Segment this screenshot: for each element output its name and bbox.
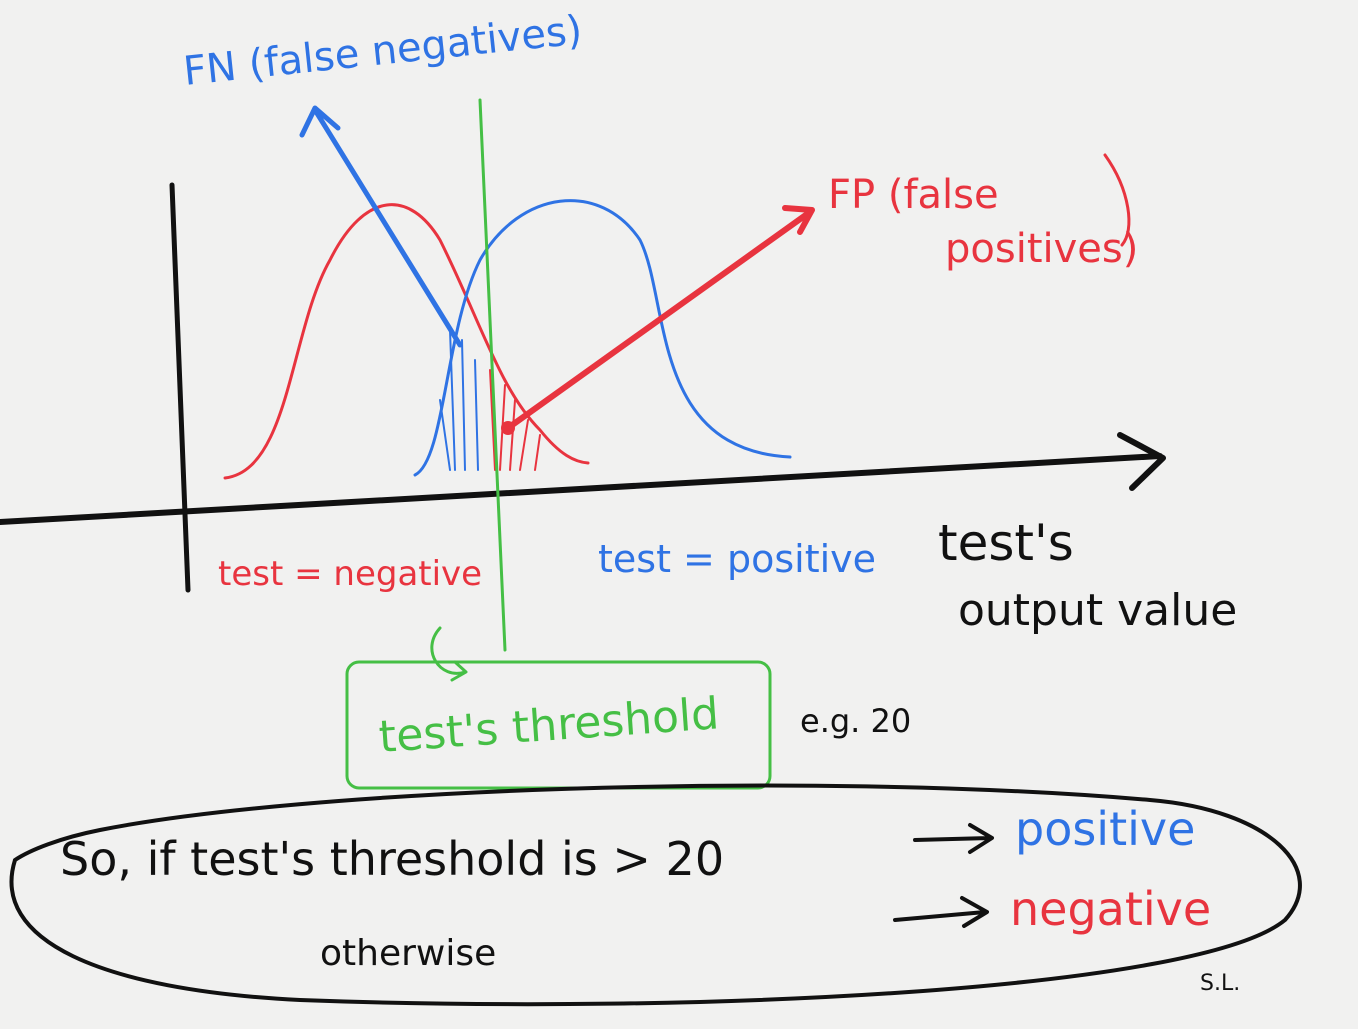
rule-otherwise: otherwise: [320, 933, 496, 974]
y-axis: [169, 182, 191, 593]
rule-arrow-positive: [913, 823, 994, 854]
region-negative: test = negative: [218, 554, 482, 594]
rule-negative: negative: [1010, 882, 1211, 936]
drawing: [0, 98, 1302, 1007]
x-axis: [0, 432, 1166, 525]
fp-label-1: FP (false: [828, 172, 999, 218]
region-positive: test = positive: [598, 537, 876, 581]
fp-label-2: positives): [945, 226, 1138, 272]
rule-arrow-negative: [893, 896, 989, 928]
signature: S.L.: [1200, 971, 1240, 996]
fp-arrow: [505, 205, 815, 431]
rule-condition: So, if test's threshold is > 20: [60, 832, 724, 886]
negative-curve: [223, 203, 590, 480]
rule-positive: positive: [1015, 802, 1195, 856]
positive-curve: [413, 199, 792, 477]
fp-dot: [501, 421, 515, 435]
x-axis-label-1: test's: [938, 514, 1074, 572]
fn-arrow: [299, 105, 463, 348]
x-axis-label-2: output value: [958, 585, 1237, 636]
threshold-line: [478, 98, 507, 652]
threshold-example: e.g. 20: [800, 702, 911, 740]
fp-paren: [1103, 153, 1131, 247]
fn-hatch: [439, 329, 479, 471]
rule-loop: [9, 783, 1302, 1007]
